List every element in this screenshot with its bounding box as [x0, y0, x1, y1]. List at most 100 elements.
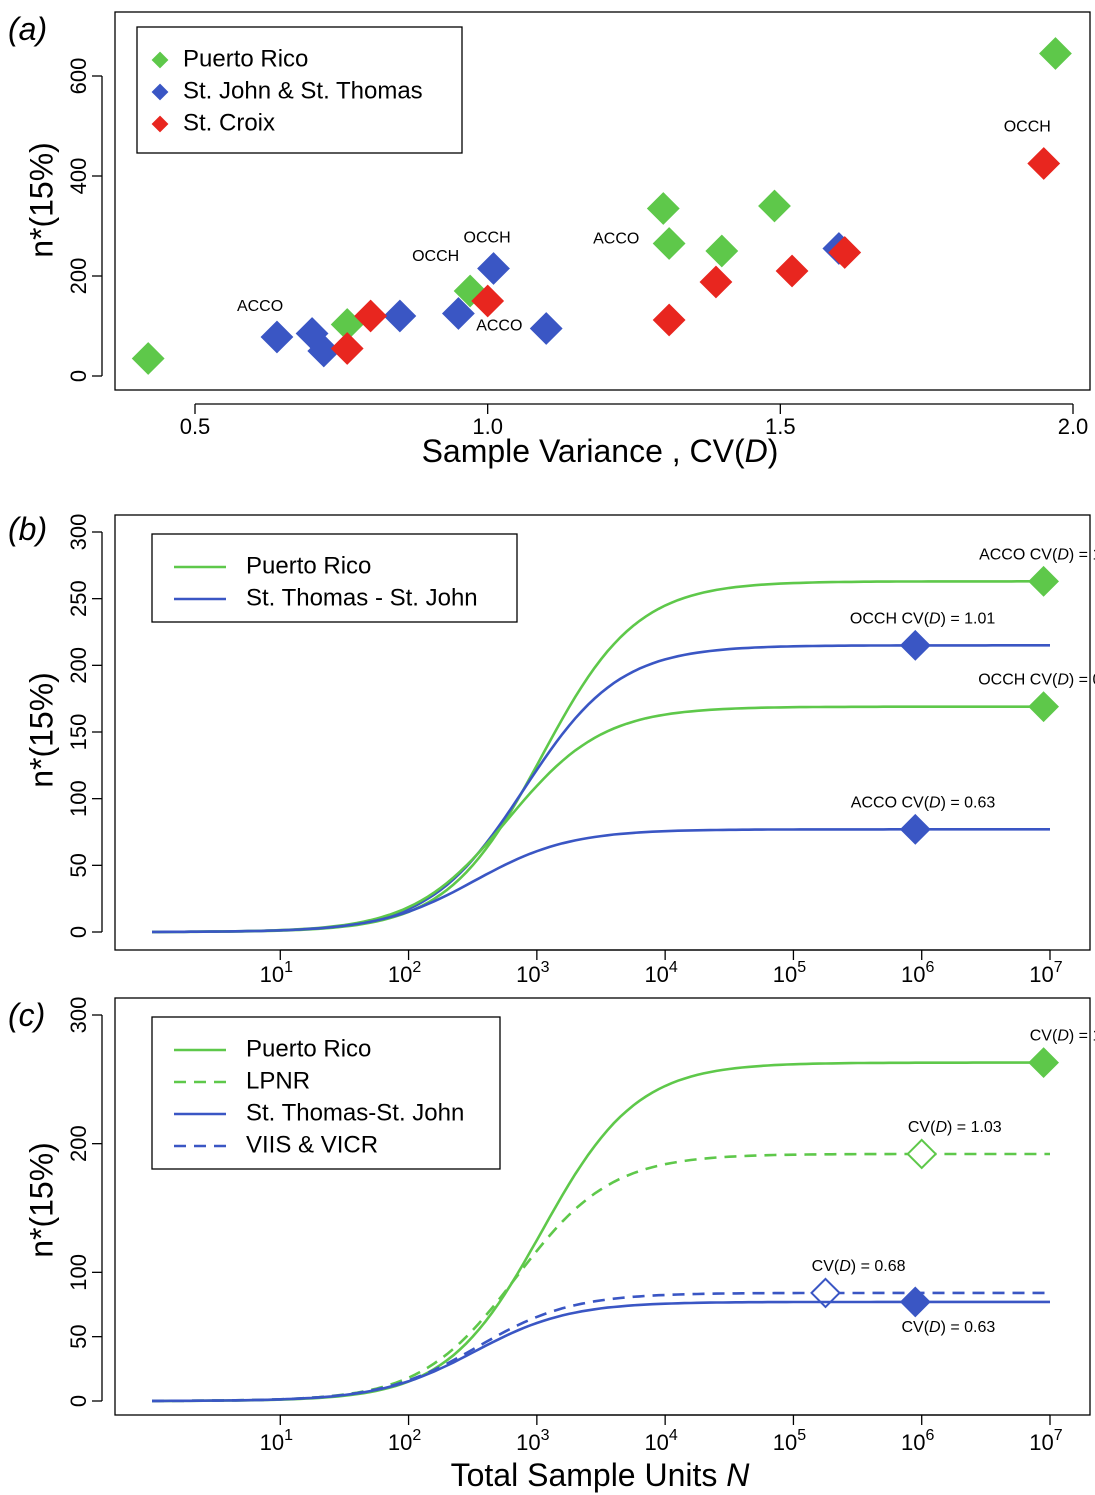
series-label-c: CV(D) = 1.31: [1030, 1028, 1095, 1045]
point-annotation-a: ACCO: [593, 231, 639, 248]
data-point-a: [758, 189, 791, 223]
x-tick-label-b: 104: [644, 959, 677, 987]
point-annotation-a: ACCO: [476, 318, 522, 335]
series-label-b: OCCH CV(D) = 0.98: [978, 672, 1095, 689]
data-point-a: [471, 284, 505, 318]
x-tick-label-c: 104: [644, 1427, 677, 1455]
y-tick-label-c: 0: [66, 1395, 91, 1407]
legend-b: [151, 533, 518, 623]
x-tick-label-b: 105: [773, 959, 806, 987]
data-point-a: [441, 297, 475, 330]
series-label-b: OCCH CV(D) = 1.01: [850, 610, 995, 627]
y-tick-label-b: 0: [66, 926, 91, 938]
data-point-a: [260, 320, 294, 354]
x-tick-label-a: 2.0: [1058, 414, 1089, 439]
legend-marker-a: [151, 51, 169, 69]
data-point-a: [330, 332, 364, 365]
y-tick-label-a: 0: [66, 370, 91, 382]
data-point-a: [652, 303, 686, 337]
series-marker-c: [810, 1277, 841, 1309]
legend-label-a: St. Croix: [183, 109, 275, 136]
data-point-a: [699, 265, 733, 299]
x-axis-title-c: Total Sample Units N: [451, 1457, 751, 1493]
legend-label-c: St. Thomas-St. John: [246, 1099, 464, 1126]
legend-label-b: St. Thomas - St. John: [246, 584, 478, 611]
legend-label-a: St. John & St. Thomas: [183, 77, 423, 104]
series-marker-b: [1028, 691, 1059, 723]
series-line-b: [152, 644, 1050, 934]
y-axis-title-b: n*(15%): [23, 672, 59, 788]
point-annotation-a: OCCH: [412, 248, 459, 265]
series-marker-c: [1028, 1047, 1059, 1079]
point-annotation-a: OCCH: [464, 230, 511, 247]
series-label-c: CV(D) = 0.63: [901, 1319, 995, 1336]
series-marker-c: [899, 1286, 931, 1318]
x-tick-label-c: 101: [260, 1427, 293, 1455]
legend-label-c: Puerto Rico: [246, 1035, 371, 1062]
data-point-a: [652, 227, 686, 260]
x-tick-label-a: 1.5: [765, 414, 796, 439]
y-tick-label-b: 300: [66, 514, 91, 551]
y-tick-label-a: 400: [66, 158, 91, 195]
series-marker-c: [906, 1138, 938, 1170]
x-tick-label-c: 107: [1029, 1427, 1062, 1455]
data-point-a: [131, 342, 165, 375]
series-line-c: [152, 1152, 1050, 1403]
x-tick-label-a: 0.5: [180, 414, 211, 439]
series-marker-b: [899, 813, 931, 845]
data-point-a: [705, 234, 739, 268]
x-tick-label-b: 106: [901, 959, 934, 987]
data-point-a: [646, 192, 680, 225]
panel-label-c: (c): [8, 997, 45, 1033]
legend-a: [136, 26, 463, 154]
series-label-c: CV(D) = 0.68: [812, 1258, 906, 1275]
point-annotation-a: ACCO: [237, 298, 283, 315]
data-point-a: [529, 312, 563, 345]
point-annotation-a: OCCH: [1004, 119, 1051, 136]
x-tick-label-c: 103: [516, 1427, 549, 1455]
y-tick-label-a: 200: [66, 258, 91, 295]
y-tick-label-c: 50: [66, 1324, 91, 1348]
data-point-a: [1039, 37, 1072, 70]
y-axis-title-c: n*(15%): [23, 1142, 59, 1258]
legend-marker-a: [151, 83, 169, 101]
y-tick-label-b: 200: [66, 647, 91, 684]
plot-frame-a: [114, 11, 1091, 391]
legend-marker-a: [151, 115, 169, 133]
y-tick-label-c: 200: [66, 1125, 91, 1162]
series-label-b: ACCO CV(D) = 1.31: [979, 546, 1095, 563]
x-tick-label-c: 105: [773, 1427, 806, 1455]
x-tick-label-b: 102: [388, 959, 421, 987]
legend-label-b: Puerto Rico: [246, 552, 371, 579]
x-tick-label-b: 107: [1029, 959, 1062, 987]
x-tick-label-a: 1.0: [472, 414, 503, 439]
y-axis-title-a: n*(15%): [23, 142, 59, 258]
data-point-a: [383, 299, 417, 333]
series-label-b: ACCO CV(D) = 0.63: [851, 794, 996, 811]
y-tick-label-b: 150: [66, 714, 91, 751]
data-point-a: [477, 252, 510, 285]
panel-label-a: (a): [8, 11, 47, 47]
data-point-a: [354, 299, 388, 333]
legend-c: [151, 1016, 501, 1170]
y-tick-label-b: 100: [66, 780, 91, 817]
legend-label-c: VIIS & VICR: [246, 1131, 378, 1158]
y-tick-label-c: 100: [66, 1254, 91, 1291]
x-axis-title-a: Sample Variance , CV(D): [422, 433, 779, 469]
data-point-a: [775, 254, 809, 288]
x-tick-label-c: 102: [388, 1427, 421, 1455]
series-label-c: CV(D) = 1.03: [908, 1119, 1002, 1136]
series-marker-b: [899, 629, 931, 661]
y-tick-label-b: 250: [66, 580, 91, 617]
data-point-a: [828, 236, 862, 269]
x-tick-label-c: 106: [901, 1427, 934, 1455]
series-marker-b: [1028, 565, 1059, 597]
y-tick-label-a: 600: [66, 58, 91, 95]
legend-label-c: LPNR: [246, 1067, 310, 1094]
y-tick-label-c: 300: [66, 997, 91, 1034]
y-tick-label-b: 50: [66, 853, 91, 877]
x-tick-label-b: 101: [260, 959, 293, 987]
x-tick-label-b: 103: [516, 959, 549, 987]
legend-label-a: Puerto Rico: [183, 45, 308, 72]
